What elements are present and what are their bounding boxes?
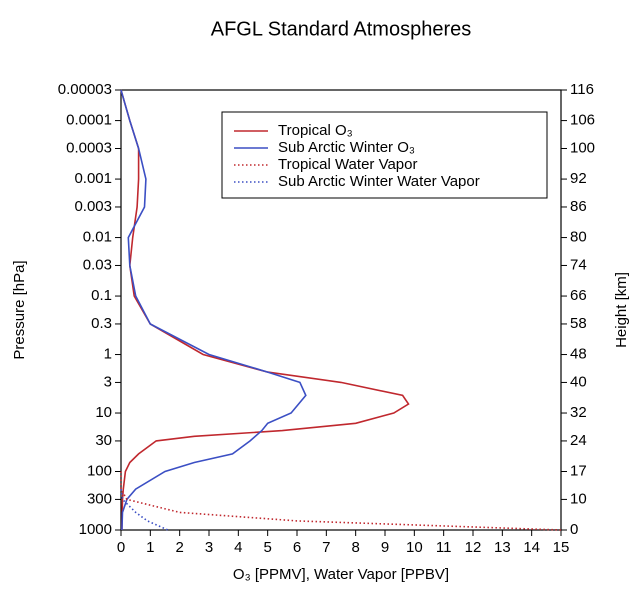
x-tick-label: 2: [175, 539, 183, 556]
x-tick-label: 6: [293, 539, 301, 556]
x-tick-label: 11: [436, 539, 452, 556]
y-tick-label: 0.3: [91, 315, 112, 332]
x-tick-label: 0: [117, 539, 125, 556]
y-tick-label: 0.003: [74, 198, 112, 215]
legend-label: Sub Arctic Winter O₃: [278, 139, 415, 156]
profile-line: [120, 471, 562, 531]
y-tick-label: 0.00003: [58, 81, 112, 98]
x-tick-label: 3: [205, 539, 213, 556]
y-tick-label: 100: [87, 462, 112, 479]
y2-tick-label: 74: [570, 256, 587, 273]
y-tick-label: 0.01: [83, 229, 112, 246]
y2-tick-label: 17: [570, 462, 587, 479]
profile-line: [120, 89, 307, 531]
y-tick-label: 0.1: [91, 287, 112, 304]
chart-title: AFGL Standard Atmospheres: [211, 18, 472, 40]
x-tick-label: 8: [351, 539, 359, 556]
y-tick-label: 30: [95, 432, 112, 449]
y2-tick-label: 58: [570, 315, 587, 332]
y2-tick-label: 92: [570, 170, 587, 187]
y2-axis-label: Height [km]: [613, 272, 630, 348]
plot-frame: [120, 89, 562, 531]
y2-tick-label: 10: [570, 490, 587, 507]
y-tick-label: 0.0001: [66, 112, 112, 129]
x-tick-label: 15: [553, 539, 570, 556]
legend-label: Tropical O₃: [278, 122, 353, 139]
legend-label: Tropical Water Vapor: [278, 156, 418, 173]
y-tick-label: 0.03: [83, 256, 112, 273]
x-tick-label: 10: [406, 539, 423, 556]
x-tick-label: 1: [146, 539, 154, 556]
x-tick-label: 7: [322, 539, 330, 556]
y-axis-label: Pressure [hPa]: [11, 260, 28, 359]
y-tick-label: 10: [95, 404, 112, 421]
y-tick-label: 1000: [79, 521, 112, 538]
x-tick-label: 4: [234, 539, 242, 556]
profile-line: [120, 89, 410, 531]
y2-tick-label: 32: [570, 404, 587, 421]
y-tick-label: 0.0003: [66, 139, 112, 156]
y2-tick-label: 100: [570, 139, 595, 156]
x-tick-label: 13: [494, 539, 511, 556]
x-tick-label: 14: [523, 539, 540, 556]
y-tick-label: 3: [104, 373, 112, 390]
legend-label: Sub Arctic Winter Water Vapor: [278, 173, 480, 190]
x-tick-label: 12: [465, 539, 482, 556]
y2-tick-label: 0: [570, 521, 578, 538]
x-tick-label: 5: [263, 539, 271, 556]
y-tick-label: 0.001: [74, 170, 112, 187]
x-tick-label: 9: [381, 539, 389, 556]
x-axis-label: O₃ [PPMV], Water Vapor [PPBV]: [233, 566, 449, 583]
y2-tick-label: 48: [570, 346, 587, 363]
y-tick-label: 1: [104, 346, 112, 363]
y2-tick-label: 106: [570, 112, 595, 129]
legend-box: [221, 111, 548, 199]
profile-line: [120, 488, 169, 531]
y2-tick-label: 40: [570, 373, 587, 390]
y-tick-label: 300: [87, 490, 112, 507]
y2-tick-label: 116: [570, 81, 594, 98]
y2-tick-label: 24: [570, 432, 587, 449]
y2-tick-label: 86: [570, 198, 587, 215]
y2-tick-label: 80: [570, 229, 587, 246]
y2-tick-label: 66: [570, 287, 587, 304]
